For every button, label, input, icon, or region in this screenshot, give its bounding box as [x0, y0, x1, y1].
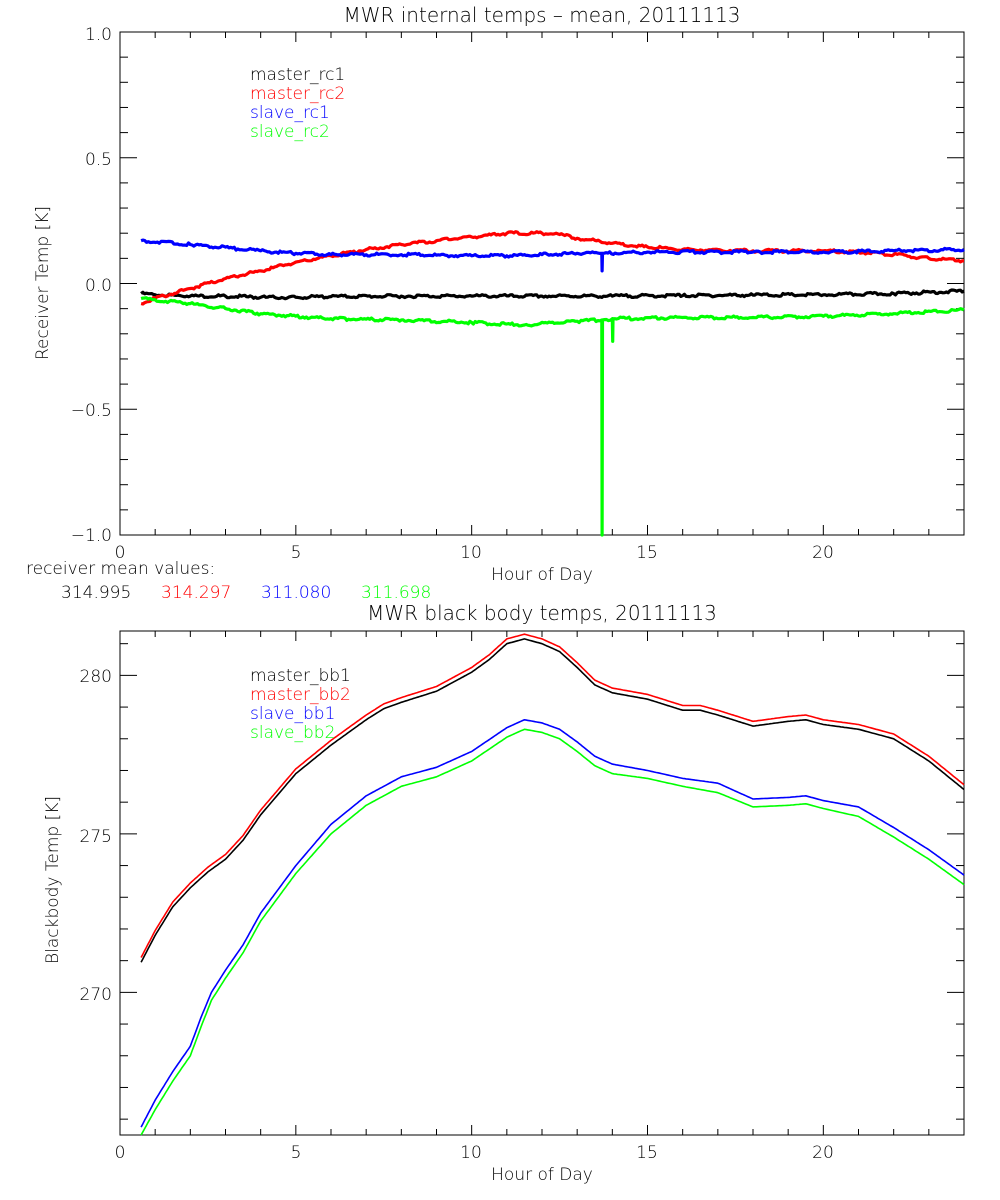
annotation-value-master-rc1: 314.995 [61, 583, 131, 603]
x-axis-label: Hour of Day [491, 565, 593, 585]
x-tick-label: 20 [812, 543, 834, 563]
legend-entry-slave-rc2: slave_rc2 [250, 122, 330, 142]
y-tick-label: 1.0 [85, 25, 112, 45]
legend-entry-slave-bb1: slave_bb1 [250, 704, 335, 724]
x-tick-label: 15 [636, 543, 658, 563]
receiver-mean-annotation: receiver mean values: 314.995 314.297 31… [26, 559, 431, 603]
x-tick-label: 10 [460, 1143, 482, 1163]
y-tick-label: 0.5 [85, 150, 112, 170]
y-tick-label: −0.5 [71, 401, 112, 421]
chart-title: MWR black body temps, 20111113 [367, 601, 717, 625]
x-tick-label: 15 [636, 1143, 658, 1163]
series-lines [140, 230, 965, 537]
legend: master_bb1 master_bb2 slave_bb1 slave_bb… [250, 666, 351, 743]
x-tick-label: 10 [460, 543, 482, 563]
blackbody-temp-chart: MWR black body temps, 20111113 270 275 2… [43, 601, 965, 1185]
series-line-master-bb2 [140, 633, 965, 958]
y-tick-label: 0.0 [85, 276, 112, 296]
y-tick-label: 280 [80, 667, 112, 687]
annotation-value-master-rc2: 314.297 [161, 583, 231, 603]
series-line-slave-bb2 [140, 728, 965, 1136]
series-line-master-rc1 [140, 288, 965, 301]
legend-entry-slave-rc1: slave_rc1 [250, 103, 330, 123]
y-tick-label: −1.0 [71, 526, 112, 546]
y-tick-label: 270 [80, 985, 112, 1005]
annotation-value-slave-rc2: 311.698 [361, 583, 431, 603]
y-axis-label: Blackbody Temp [K] [43, 796, 63, 964]
series-lines [140, 633, 965, 1136]
x-tick-label: 5 [291, 1143, 302, 1163]
chart-title: MWR internal temps – mean, 20111113 [343, 3, 740, 27]
legend-entry-master-bb2: master_bb2 [250, 685, 351, 705]
x-axis-label: Hour of Day [491, 1165, 593, 1185]
y-axis-label: Receiver Temp [K] [33, 206, 53, 360]
axis-ticks [119, 631, 965, 1135]
series-line-slave-rc1 [140, 238, 965, 273]
x-tick-labels: 0 5 10 15 20 [115, 543, 834, 563]
legend: master_rc1 master_rc2 slave_rc1 slave_rc… [250, 65, 345, 142]
y-tick-labels: 1.0 0.5 0.0 −0.5 −1.0 [71, 25, 112, 546]
legend-entry-master-rc2: master_rc2 [250, 84, 345, 104]
legend-entry-slave-bb2: slave_bb2 [250, 723, 335, 743]
y-tick-labels: 270 275 280 [80, 667, 112, 1005]
receiver-temp-chart: MWR internal temps – mean, 20111113 1.0 … [26, 3, 965, 603]
x-tick-label: 5 [291, 543, 302, 563]
x-tick-label: 0 [115, 1143, 126, 1163]
plot-frame [119, 31, 965, 536]
plot-frame [119, 630, 965, 1136]
annotation-label: receiver mean values: [26, 559, 215, 579]
annotation-value-slave-rc1: 311.080 [261, 583, 331, 603]
series-line-master-bb1 [140, 638, 965, 963]
series-line-master-rc2 [140, 230, 964, 306]
axis-ticks [119, 31, 965, 536]
legend-entry-master-rc1: master_rc1 [250, 65, 345, 85]
legend-entry-master-bb1: master_bb1 [250, 666, 351, 686]
series-line-slave-bb1 [140, 719, 965, 1128]
x-tick-labels: 0 5 10 15 20 [115, 1143, 834, 1163]
y-tick-label: 275 [80, 827, 112, 847]
x-tick-label: 20 [812, 1143, 834, 1163]
x-tick-label: 0 [115, 543, 126, 563]
series-line-slave-rc2 [140, 296, 965, 537]
